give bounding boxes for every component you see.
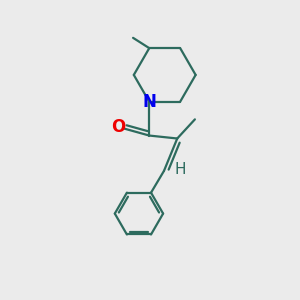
Text: N: N [142,93,156,111]
Text: O: O [111,118,125,136]
Text: H: H [174,162,186,177]
